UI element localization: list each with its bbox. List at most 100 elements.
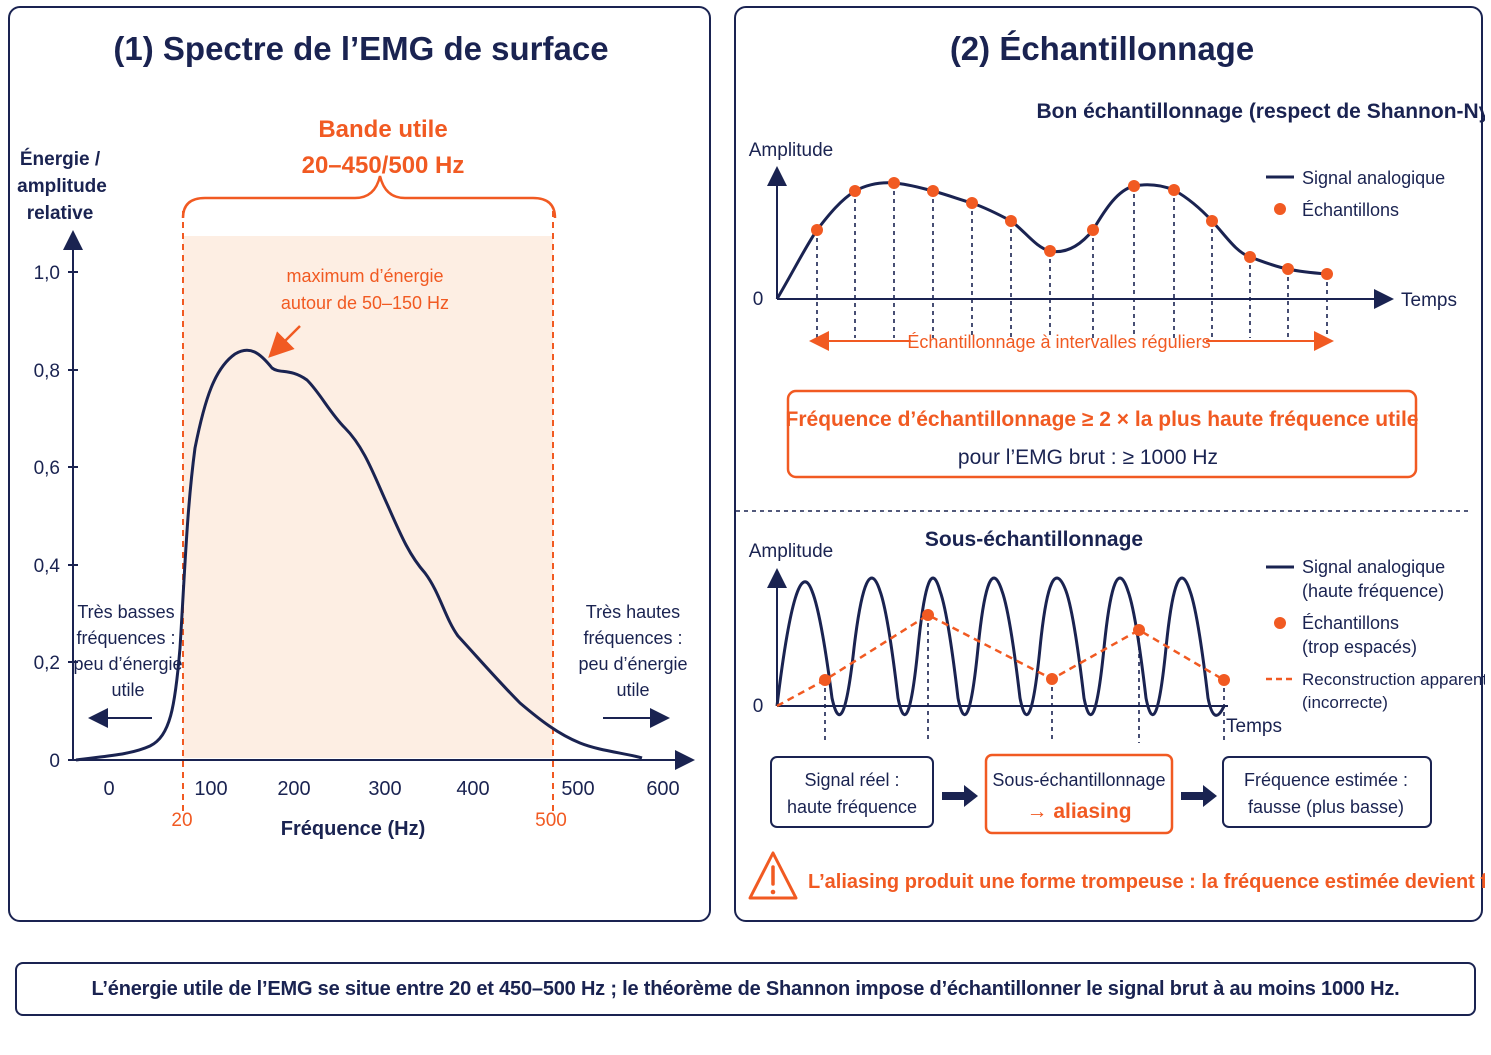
aliasing-warning: L’aliasing produit une forme trompeuse :… — [808, 871, 1485, 893]
x-tick-label: 500 — [561, 778, 594, 800]
low-note-line: utile — [111, 680, 144, 700]
sample-point — [927, 185, 939, 197]
low-note-line: Très basses — [77, 602, 174, 622]
summary-text: L’énergie utile de l’EMG se situe entre … — [91, 977, 1400, 1000]
high-note-line: peu d’énergie — [578, 654, 687, 674]
sample-point — [1087, 224, 1099, 236]
y-ticks: 1,0 0,8 0,6 0,4 0,2 0 — [34, 263, 78, 772]
peak-annotation-2: autour de 50–150 Hz — [281, 293, 449, 313]
legend-under-samples-label-1: Échantillons — [1302, 613, 1399, 633]
spectrum-title: (1) Spectre de l’EMG de surface — [113, 30, 608, 67]
high-note-line: Très hautes — [586, 602, 680, 622]
sample-point — [1168, 184, 1180, 196]
under-samples — [819, 609, 1230, 686]
sample-point — [1206, 215, 1218, 227]
under-x-label: Temps — [1226, 716, 1282, 737]
legend-hf-signal-label-2: (haute fréquence) — [1302, 581, 1444, 601]
high-note-line: utile — [616, 680, 649, 700]
under-sample-dropdowns — [824, 615, 1225, 743]
sample-point — [1133, 624, 1145, 636]
y-axis-label-1: Énergie / — [20, 148, 101, 170]
interval-note: Échantillonnage à intervalles réguliers — [907, 332, 1210, 352]
low-note-line: peu d’énergie — [73, 654, 182, 674]
spectrum-panel: (1) Spectre de l’EMG de surface Bande ut… — [8, 6, 711, 922]
good-sample-dropdowns — [816, 183, 1328, 338]
low-note-line: fréquences : — [76, 628, 175, 648]
x-tick-label: 300 — [368, 778, 401, 800]
sample-point — [1046, 673, 1058, 685]
x-tick-label: 200 — [277, 778, 310, 800]
legend-under-samples-label-2: (trop espacés) — [1302, 637, 1417, 657]
sampling-title: (2) Échantillonnage — [950, 30, 1254, 67]
band-brace — [181, 175, 557, 219]
flow-box3-line1: Fréquence estimée : — [1244, 770, 1408, 790]
good-samples — [811, 177, 1333, 280]
band-range: 20–450/500 Hz — [302, 152, 465, 179]
sample-point — [888, 177, 900, 189]
y-tick-label: 0,2 — [34, 653, 60, 674]
sample-point — [1005, 215, 1017, 227]
y-tick-label: 0,4 — [34, 556, 61, 577]
warning-icon — [748, 851, 798, 900]
high-note-line: fréquences : — [583, 628, 682, 648]
sample-point — [849, 185, 861, 197]
y-tick-label: 0 — [49, 751, 60, 772]
x-tick-label: 600 — [646, 778, 679, 800]
x-tick-label: 0 — [103, 778, 114, 800]
sample-point — [922, 609, 934, 621]
y-tick-label: 1,0 — [34, 263, 60, 284]
flow-arrow-1 — [942, 785, 978, 807]
sample-point — [1044, 245, 1056, 257]
nyquist-rule-box — [786, 389, 1418, 479]
flow-box2-line1: Sous-échantillonnage — [992, 770, 1165, 790]
good-y-label: Amplitude — [749, 140, 834, 161]
x-ticks: 0 100 200 300 400 500 600 — [103, 778, 679, 800]
flow-box1-line1: Signal réel : — [804, 770, 899, 790]
sample-point — [1282, 263, 1294, 275]
x-tick-label: 100 — [194, 778, 227, 800]
undersampling-heading: Sous-échantillonnage — [925, 528, 1143, 551]
legend-under-sample-dot — [1274, 617, 1286, 629]
flow-box-real-signal — [770, 756, 934, 828]
y-tick-label: 0,8 — [34, 361, 60, 382]
sampling-diagram: (2) Échantillonnage Bon échantillonnage … — [736, 30, 1491, 900]
nyquist-rule-line2: pour l’EMG brut : ≥ 1000 Hz — [958, 446, 1218, 469]
flow-box-estimated-frequency — [1222, 756, 1432, 828]
apparent-reconstruction-line — [776, 613, 1225, 708]
sample-point — [819, 674, 831, 686]
y-axis-label-2: amplitude — [17, 176, 107, 197]
y-tick-label: 0,6 — [34, 458, 60, 479]
sample-point — [1244, 251, 1256, 263]
flow-box2-line2: → aliasing — [1026, 800, 1131, 823]
sample-point — [1128, 180, 1140, 192]
hf-signal-curve — [775, 576, 1226, 717]
nyquist-rule-line1: Fréquence d’échantillonnage ≥ 2 × la plu… — [786, 408, 1419, 431]
y-axis-label-3: relative — [27, 203, 94, 224]
analog-signal-curve — [775, 181, 1328, 300]
high-frequency-note: Très hautes fréquences : peu d’énergie u… — [578, 602, 687, 700]
flow-arrow-2 — [1181, 785, 1217, 807]
good-zero-label: 0 — [753, 289, 764, 310]
legend-reconstruction-label-1: Reconstruction apparente — [1302, 670, 1485, 689]
peak-arrow — [268, 325, 301, 358]
legend-signal-label: Signal analogique — [1302, 168, 1445, 188]
sample-point — [1218, 674, 1230, 686]
x-axis-label: Fréquence (Hz) — [281, 818, 425, 840]
sample-point — [966, 197, 978, 209]
sample-point — [1321, 268, 1333, 280]
good-x-label: Temps — [1401, 290, 1457, 311]
under-y-label: Amplitude — [749, 541, 834, 562]
sampling-panel: (2) Échantillonnage Bon échantillonnage … — [734, 6, 1491, 922]
legend-hf-signal-label-1: Signal analogique — [1302, 557, 1445, 577]
legend-sample-dot — [1274, 203, 1286, 215]
under-zero-label: 0 — [753, 696, 764, 717]
flow-box1-line2: haute fréquence — [787, 797, 917, 817]
band-high-label: 500 — [535, 810, 567, 831]
legend-samples-label: Échantillons — [1302, 200, 1399, 220]
legend-reconstruction-label-2: (incorrecte) — [1302, 693, 1388, 712]
low-frequency-note: Très basses fréquences : peu d’énergie u… — [73, 602, 182, 700]
x-tick-label: 400 — [456, 778, 489, 800]
summary-footer: L’énergie utile de l’EMG se situe entre … — [15, 962, 1476, 1016]
sample-point — [811, 224, 823, 236]
spectrum-diagram: (1) Spectre de l’EMG de surface Bande ut… — [17, 30, 695, 840]
